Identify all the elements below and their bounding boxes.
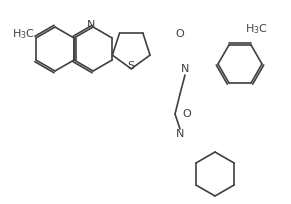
- Text: N: N: [181, 64, 189, 74]
- Text: N: N: [87, 20, 95, 30]
- Text: $\mathsf{H_3C}$: $\mathsf{H_3C}$: [245, 22, 268, 36]
- Text: $\mathsf{H_3C}$: $\mathsf{H_3C}$: [12, 27, 35, 41]
- Text: O: O: [183, 109, 191, 119]
- Text: S: S: [128, 61, 135, 71]
- Text: N: N: [176, 129, 184, 139]
- Text: O: O: [176, 29, 184, 39]
